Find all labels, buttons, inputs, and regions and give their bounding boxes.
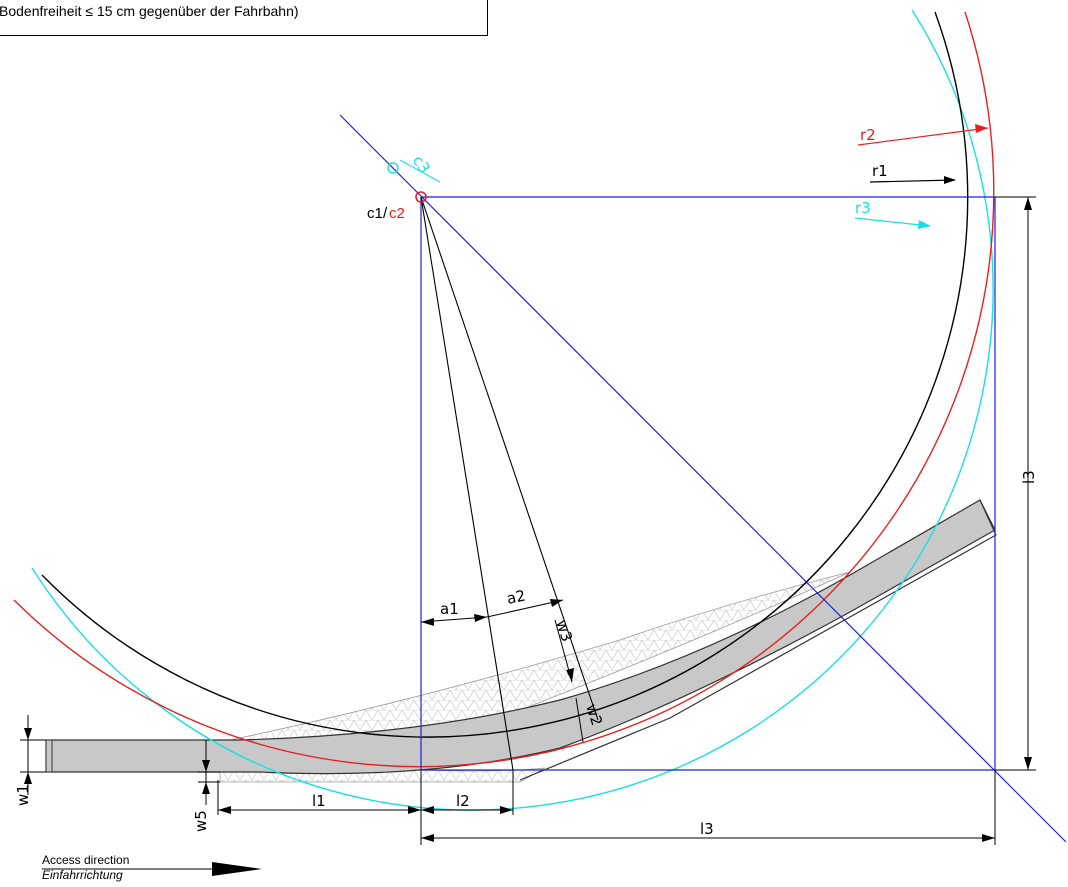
l1-arrow-left	[218, 806, 231, 814]
radial-line-2	[420, 196, 599, 721]
l3-right-arrow-top	[1024, 197, 1032, 210]
r1-arrow	[869, 179, 956, 183]
construction-diagonal	[339, 114, 1067, 843]
r2-circle-arc	[13, 11, 995, 768]
a1-arrow-right	[474, 614, 487, 622]
label-w5: w5	[192, 810, 210, 832]
l3-bottom-arrow-left	[421, 834, 434, 842]
r3-circle-arc	[31, 9, 994, 811]
l2-arrow-right	[500, 806, 513, 814]
l3-bottom-arrow-right	[982, 834, 995, 842]
ramp-start-cap	[45, 739, 53, 773]
a2-dim-line	[486, 599, 564, 618]
access-direction-en: Access direction	[42, 853, 129, 867]
label-c1: c1	[367, 205, 383, 222]
label-r1: r1	[872, 162, 888, 180]
label-c2: c2	[389, 205, 405, 222]
label-l3-bottom: l3	[700, 820, 714, 838]
w1-arrow-top	[24, 728, 32, 740]
label-l2: l2	[456, 792, 470, 810]
label-w1: w1	[14, 784, 32, 806]
label-r3: r3	[855, 199, 871, 217]
label-w3: w3	[552, 618, 576, 644]
ramp-band	[45, 499, 996, 775]
label-a2: a2	[505, 586, 527, 608]
w3-arrow	[566, 668, 574, 682]
r2-arrow-head	[975, 124, 988, 133]
a2-arrow-right	[550, 599, 563, 607]
center-point	[415, 191, 427, 203]
note-text: Bodenfreiheit ≤ 15 cm gegenüber der Fahr…	[0, 3, 299, 19]
ramp-end-cap	[979, 499, 997, 536]
r1-circle-arc	[41, 11, 969, 738]
r3-arrow-head	[918, 220, 931, 229]
label-a1: a1	[440, 600, 459, 618]
label-w2: w2	[582, 702, 606, 728]
w5-arrow-bottom	[202, 782, 210, 794]
access-direction-de: Einfahrrichtung	[42, 868, 123, 882]
l1-arrow-right	[408, 806, 421, 814]
l3-right-arrow-bottom	[1024, 757, 1032, 770]
label-l3-right: l3	[1020, 470, 1038, 484]
a1-arrow-left	[421, 618, 434, 626]
access-arrow-head	[212, 862, 262, 876]
r1-arrow-head	[944, 176, 956, 184]
ramp-lower-edge-2	[669, 534, 997, 719]
label-l1: l1	[312, 792, 326, 810]
c3-point	[387, 162, 399, 174]
r3-arrow	[854, 217, 931, 227]
label-c3: c3	[409, 152, 434, 177]
label-sep: /	[383, 205, 388, 222]
w5-arrow-top	[202, 760, 210, 772]
c3-dim-line	[399, 159, 441, 183]
w2-dim-line	[575, 697, 584, 743]
radial-line-1	[420, 196, 514, 771]
r2-arrow	[857, 127, 989, 146]
note-box: Bodenfreiheit ≤ 15 cm gegenüber der Fahr…	[0, 0, 488, 36]
label-r2: r2	[860, 126, 876, 144]
w1-arrow-bottom	[24, 772, 32, 784]
l2-arrow-left	[421, 806, 434, 814]
